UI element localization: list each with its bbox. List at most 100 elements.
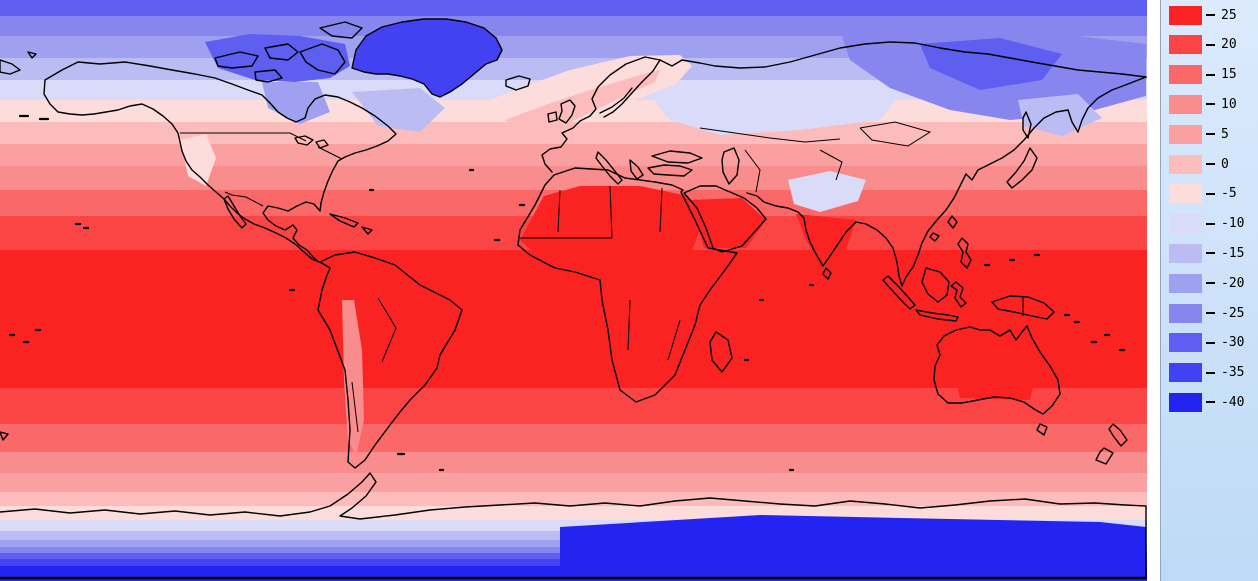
zonal-band-level--30 [0, 0, 1147, 16]
sahara-hot [520, 186, 700, 270]
turkey-coast [647, 164, 693, 177]
south-america-borders [351, 297, 397, 433]
legend-tick [1206, 103, 1215, 106]
antarctica-coast [0, 472, 1147, 579]
legend-swatch [1169, 5, 1202, 25]
taiwan-hainan [929, 215, 958, 242]
asia-east-coast [746, 76, 1147, 287]
central-asia-borders [699, 121, 932, 193]
africa-coast [517, 167, 738, 403]
us-mexico-border [224, 191, 264, 207]
colorbar-legend-panel: 25 20 15 10 5 0 -5 -10 -15 -20 -25 -30 -35 -40 [1160, 0, 1258, 581]
island-dots [8, 114, 1126, 472]
java-coast [915, 309, 959, 322]
sulawesi-coast [950, 281, 967, 308]
arabia-coast [683, 185, 767, 253]
labrador-sea-cold [352, 88, 445, 132]
legend-tick [1206, 341, 1215, 344]
india-hot [796, 214, 856, 268]
legend-swatch [1169, 94, 1202, 114]
legend-tick [1206, 312, 1215, 314]
caspian-sea-outline [721, 147, 740, 185]
legend-tick [1206, 192, 1215, 195]
legend-swatch [1169, 65, 1202, 85]
legend-entry--30: -30 [1169, 333, 1244, 353]
legend-swatch [1169, 363, 1202, 383]
great-lakes [294, 135, 329, 149]
legend-swatch [1169, 124, 1202, 144]
zonal-band-level-10 [0, 452, 1147, 473]
legend-swatch [1169, 303, 1202, 323]
japan-coast [1006, 147, 1038, 189]
australia-coast [933, 325, 1061, 415]
legend-swatch [1169, 35, 1202, 55]
us-canada-border [180, 132, 343, 160]
legend-tick [1206, 371, 1215, 374]
cuba-hispaniola [329, 213, 373, 235]
legend-swatch [1169, 392, 1202, 412]
eurasia-arctic-coast [659, 41, 1147, 78]
zonal-band-level-10 [0, 166, 1147, 190]
tibet-plateau-cold [788, 171, 866, 212]
new-zealand-coast [1095, 423, 1128, 465]
zonal-band-level--5 [0, 506, 1147, 520]
chukotka-left-edge [0, 51, 37, 75]
legend-entry-0: 0 [1169, 154, 1229, 174]
andes-cool [342, 300, 364, 456]
chatham-left-edge [0, 431, 9, 441]
legend-entry--20: -20 [1169, 273, 1244, 293]
legend-label: -5 [1221, 186, 1237, 202]
new-guinea-coast [991, 295, 1055, 320]
russia-cool [650, 80, 900, 135]
canadian-arctic-cold [205, 34, 350, 82]
europe-warm [505, 70, 660, 132]
baltic-sea-coast [599, 87, 633, 114]
legend-label: -15 [1221, 245, 1245, 261]
baja-california-coast [223, 195, 247, 229]
legend-label: 15 [1221, 67, 1237, 83]
legend-entry-25: 25 [1169, 5, 1237, 25]
legend-swatch [1169, 243, 1202, 263]
tasmania-coast [1036, 423, 1048, 436]
legend-swatch [1169, 333, 1202, 353]
sakhalin-coast [1022, 111, 1032, 139]
legend-entry--35: -35 [1169, 363, 1244, 383]
iceland-coast [505, 75, 531, 91]
legend-entry-10: 10 [1169, 94, 1237, 114]
philippines-coast [957, 237, 972, 269]
north-atlantic-warm-tongue [470, 55, 692, 126]
zonal-band-level-15 [0, 424, 1147, 452]
world-map-panel [0, 0, 1147, 581]
legend-label: -30 [1221, 335, 1245, 351]
legend-tick [1206, 222, 1215, 225]
legend-entry--15: -15 [1169, 243, 1244, 263]
legend-label: 10 [1221, 96, 1237, 112]
legend-label: 5 [1221, 126, 1229, 142]
legend-tick [1206, 43, 1215, 46]
italy-coast [595, 151, 623, 185]
north-america-coast [43, 61, 397, 263]
legend-label: 20 [1221, 37, 1237, 53]
legend-swatch [1169, 154, 1202, 174]
british-isles-coast [547, 99, 576, 124]
legend-entry--40: -40 [1169, 392, 1244, 412]
legend-label: -35 [1221, 365, 1245, 381]
legend-tick [1206, 282, 1215, 285]
coastlines-layer [0, 18, 1147, 579]
canadian-arctic-islands [214, 21, 363, 83]
legend-entries: 25 20 15 10 5 0 -5 -10 -15 -20 -25 -30 -35 -40 [1161, 0, 1258, 581]
zonal-band-level-0 [0, 492, 1147, 506]
legend-label: 0 [1221, 156, 1229, 172]
borneo-coast [921, 267, 950, 303]
balkans-greece-coast [629, 159, 644, 180]
legend-label: -25 [1221, 305, 1245, 321]
zonal-band-level-5 [0, 144, 1147, 166]
legend-swatch [1169, 273, 1202, 293]
legend-entry--10: -10 [1169, 214, 1244, 234]
sumatra-coast [882, 275, 916, 310]
zonal-band-level--10 [0, 520, 1147, 531]
legend-label: -20 [1221, 275, 1245, 291]
rockies-cool [180, 134, 216, 186]
legend-entry-15: 15 [1169, 65, 1237, 85]
